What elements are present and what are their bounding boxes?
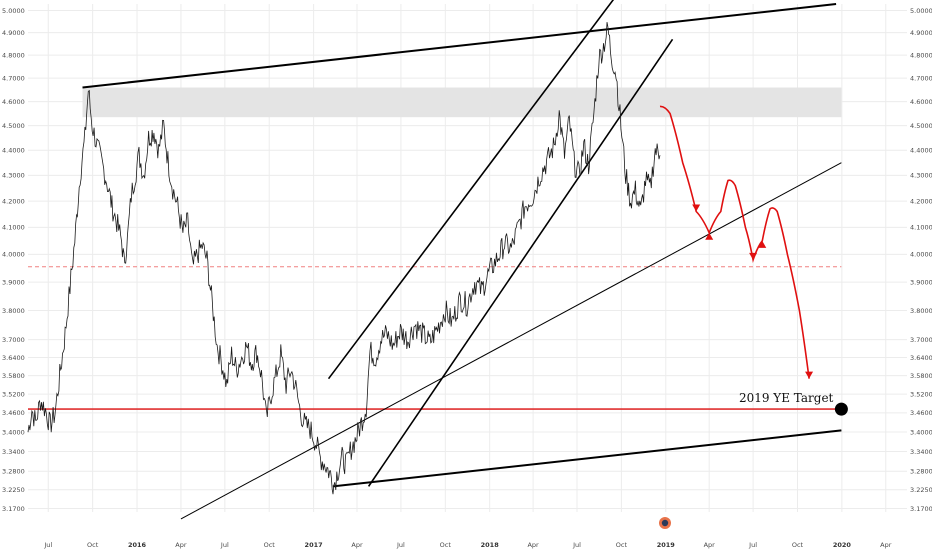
price-line bbox=[27, 22, 661, 495]
y-tick-label-left: 5.0000 bbox=[2, 7, 25, 15]
y-tick-label-right: 4.5000 bbox=[910, 122, 932, 130]
x-axis: Jul Oct 2016 Apr Jul Oct 2017 Apr Jul Oct 2018 Apr J… bbox=[43, 541, 891, 549]
y-tick-label-right: 4.3000 bbox=[910, 172, 932, 180]
y-tick-label-right: 3.1700 bbox=[910, 505, 932, 513]
trend-line bbox=[180, 162, 842, 520]
y-tick-label-right: 4.4000 bbox=[910, 147, 932, 155]
y-tick-label-right: 3.5800 bbox=[910, 372, 932, 380]
x-tick-label: 2017 bbox=[305, 541, 323, 549]
y-tick-label-left: 3.5800 bbox=[2, 372, 25, 380]
y-tick-label-left: 3.6400 bbox=[2, 354, 25, 362]
y-tick-label-left: 4.4000 bbox=[2, 147, 25, 155]
x-tick-label: Jul bbox=[220, 541, 229, 549]
y-tick-label-left: 4.1000 bbox=[2, 224, 25, 232]
x-tick-label: Oct bbox=[616, 541, 628, 549]
y-tick-label-right: 4.6000 bbox=[910, 98, 932, 106]
y-tick-label-left: 4.3000 bbox=[2, 172, 25, 180]
forecast-arrowhead bbox=[805, 371, 814, 379]
trend-lines bbox=[82, 0, 842, 520]
y-tick-label-left: 3.2800 bbox=[2, 468, 25, 476]
x-tick-label: Oct bbox=[792, 541, 804, 549]
watermark-logo-icon bbox=[659, 517, 671, 529]
y-tick-label-right: 3.5200 bbox=[910, 390, 932, 398]
y-tick-label-right: 3.2800 bbox=[910, 468, 932, 476]
y-tick-label-left: 4.0000 bbox=[2, 251, 25, 259]
y-axis-right: 3.1700 3.2250 3.2800 3.3400 3.4000 3.4600 3.52… bbox=[910, 7, 932, 513]
x-tick-label: Apr bbox=[527, 541, 539, 549]
trend-line bbox=[367, 38, 674, 487]
y-tick-label-right: 4.9000 bbox=[910, 29, 932, 37]
y-tick-label-right: 4.1000 bbox=[910, 224, 932, 232]
x-tick-label: Jul bbox=[43, 541, 52, 549]
y-tick-label-right: 4.7000 bbox=[910, 74, 932, 82]
x-tick-label: Apr bbox=[880, 541, 892, 549]
y-tick-label-right: 4.2000 bbox=[910, 197, 932, 205]
x-tick-label: Jul bbox=[572, 541, 581, 549]
y-axis-left: 3.1700 3.2250 3.2800 3.3400 3.4000 3.4600 3.52… bbox=[2, 7, 25, 513]
y-tick-label-right: 3.8000 bbox=[910, 307, 932, 315]
price-series bbox=[27, 22, 661, 495]
x-tick-label: Jul bbox=[748, 541, 757, 549]
annotations: 2019 YE Target bbox=[739, 391, 848, 416]
resistance-zone-band bbox=[82, 87, 842, 118]
y-tick-label-right: 3.4000 bbox=[910, 428, 932, 436]
forecast-arrowhead bbox=[705, 232, 714, 240]
trend-line bbox=[332, 429, 842, 488]
y-tick-label-left: 3.4000 bbox=[2, 428, 25, 436]
y-tick-label-left: 4.2000 bbox=[2, 197, 25, 205]
y-tick-label-right: 3.6400 bbox=[910, 354, 932, 362]
x-tick-label: Apr bbox=[175, 541, 187, 549]
y-tick-label-right: 3.7000 bbox=[910, 336, 932, 344]
y-tick-label-left: 3.8000 bbox=[2, 307, 25, 315]
forecast-arrowhead bbox=[758, 240, 767, 248]
x-tick-label: 2018 bbox=[481, 541, 500, 549]
y-tick-label-left: 4.8000 bbox=[2, 51, 25, 59]
resistance-zone bbox=[82, 87, 842, 118]
forecast-path bbox=[659, 105, 814, 379]
forecast-curve bbox=[659, 105, 810, 379]
y-tick-label-left: 3.3400 bbox=[2, 448, 25, 456]
y-tick-label-right: 3.3400 bbox=[910, 448, 932, 456]
y-tick-label-right: 5.0000 bbox=[910, 7, 932, 15]
y-tick-label-right: 4.0000 bbox=[910, 251, 932, 259]
y-tick-label-left: 3.9000 bbox=[2, 278, 25, 286]
x-tick-label: Oct bbox=[440, 541, 452, 549]
forecast-arrowhead bbox=[692, 204, 701, 212]
x-tick-label: Oct bbox=[264, 541, 276, 549]
x-tick-label: Oct bbox=[87, 541, 99, 549]
forecast-arrowhead bbox=[749, 252, 758, 260]
y-tick-label-left: 3.7000 bbox=[2, 336, 25, 344]
x-tick-label: 2020 bbox=[833, 541, 852, 549]
trend-line bbox=[82, 3, 837, 89]
y-tick-label-right: 4.8000 bbox=[910, 51, 932, 59]
horizontal-levels bbox=[28, 266, 842, 410]
x-tick-label: Apr bbox=[351, 541, 363, 549]
y-tick-label-left: 4.5000 bbox=[2, 122, 25, 130]
x-tick-label: Apr bbox=[704, 541, 716, 549]
y-tick-label-right: 3.2250 bbox=[910, 486, 932, 494]
y-tick-label-left: 4.9000 bbox=[2, 29, 25, 37]
y-tick-label-left: 3.1700 bbox=[2, 505, 25, 513]
y-tick-label-left: 3.4600 bbox=[2, 409, 25, 417]
target-dot bbox=[834, 402, 848, 416]
y-tick-label-left: 3.2250 bbox=[2, 486, 25, 494]
y-tick-label-left: 3.5200 bbox=[2, 390, 25, 398]
y-tick-label-right: 3.4600 bbox=[910, 409, 932, 417]
x-tick-label: Jul bbox=[396, 541, 405, 549]
trend-line bbox=[327, 0, 615, 380]
target-label: 2019 YE Target bbox=[739, 391, 834, 405]
y-tick-label-left: 4.7000 bbox=[2, 74, 25, 82]
x-tick-label: 2019 bbox=[657, 541, 676, 549]
x-tick-label: 2016 bbox=[128, 541, 147, 549]
y-tick-label-right: 3.9000 bbox=[910, 278, 932, 286]
y-tick-label-left: 4.6000 bbox=[2, 98, 25, 106]
